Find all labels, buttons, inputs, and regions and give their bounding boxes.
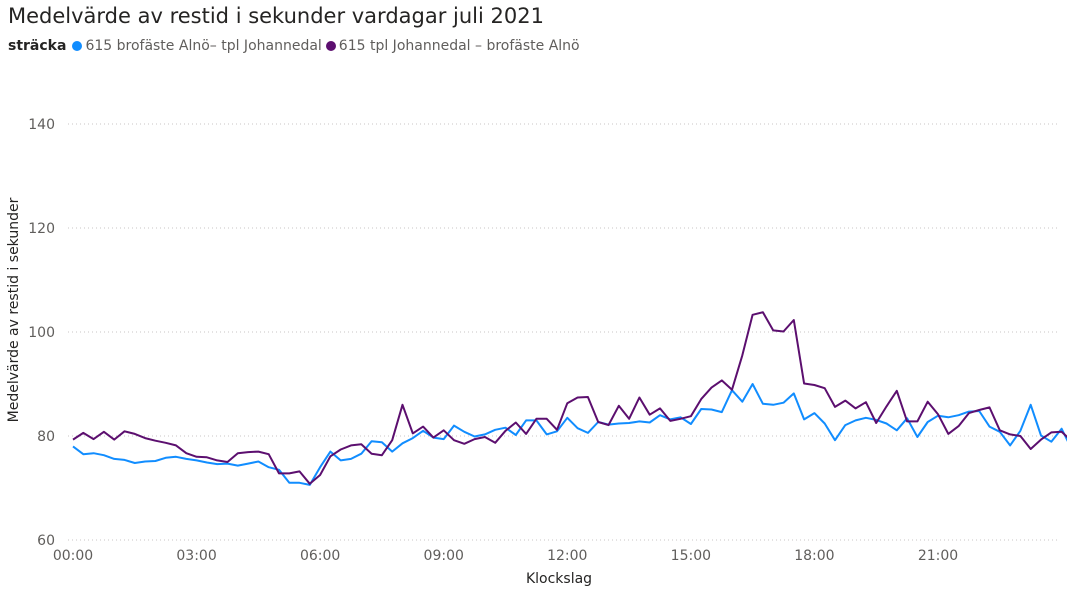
x-tick-label: 21:00 — [918, 548, 958, 564]
x-tick-label: 12:00 — [547, 548, 587, 564]
legend-marker-series-1 — [72, 41, 83, 51]
y-tick-label: 120 — [28, 221, 55, 237]
x-tick-label: 03:00 — [176, 548, 216, 564]
legend-item-series-1[interactable]: 615 brofäste Alnö– tpl Johannedal — [72, 38, 322, 54]
chart-title: Medelvärde av restid i sekunder vardagar… — [8, 4, 544, 28]
series-line-1[interactable] — [72, 383, 1067, 486]
legend-marker-series-2 — [325, 41, 336, 51]
legend-title: sträcka — [8, 38, 67, 54]
x-tick-label: 15:00 — [671, 548, 711, 564]
x-tick-label: 00:00 — [53, 548, 93, 564]
y-tick-label: 100 — [28, 325, 55, 341]
y-tick-label: 80 — [37, 429, 55, 445]
x-tick-label: 09:00 — [424, 548, 464, 564]
x-tick-label: 18:00 — [794, 548, 834, 564]
x-axis-title: Klockslag — [526, 571, 592, 587]
x-axis: 00:00 03:00 06:00 09:00 12:00 15:00 18:00 21:00 — [53, 548, 958, 564]
y-axis: 60 80 100 120 140 — [28, 117, 55, 549]
series-line-2[interactable] — [72, 311, 1067, 485]
x-tick-label: 06:00 — [300, 548, 340, 564]
y-tick-label: 60 — [37, 533, 55, 549]
legend-label-series-2: 615 tpl Johannedal – brofäste Alnö — [338, 38, 580, 54]
y-tick-label: 140 — [28, 117, 55, 133]
plot-area[interactable] — [72, 311, 1067, 486]
legend: sträcka 615 brofäste Alnö– tpl Johanneda… — [8, 38, 584, 54]
legend-item-series-2[interactable]: 615 tpl Johannedal – brofäste Alnö — [325, 38, 580, 54]
gridlines — [68, 123, 1058, 541]
y-axis-title: Medelvärde av restid i sekunder — [6, 197, 22, 422]
legend-label-series-1: 615 brofäste Alnö– tpl Johannedal — [85, 38, 322, 54]
